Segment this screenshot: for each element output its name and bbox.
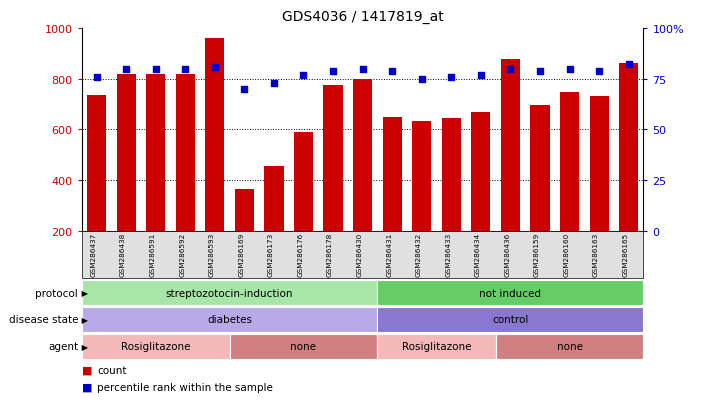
Point [268,80,279,87]
Text: GSM286163: GSM286163 [593,233,599,277]
Bar [530,106,550,282]
Text: ▶: ▶ [79,315,88,324]
Bar [560,93,579,282]
Text: none: none [557,342,582,351]
Text: disease state: disease state [9,315,78,325]
Point [387,68,398,75]
Point [239,86,250,93]
Bar [324,86,343,282]
Point [416,76,427,83]
Bar [412,122,432,282]
Bar [501,60,520,282]
Text: GSM286431: GSM286431 [386,233,392,277]
Bar [235,190,254,282]
Text: GSM286592: GSM286592 [179,233,186,277]
Text: GSM286437: GSM286437 [90,233,97,277]
Text: streptozotocin-induction: streptozotocin-induction [166,288,294,298]
Bar [146,74,165,282]
Text: ■: ■ [82,382,92,392]
Bar [353,79,373,282]
Text: GSM286176: GSM286176 [297,233,304,277]
Text: Rosiglitazone: Rosiglitazone [121,342,191,351]
Point [298,72,309,79]
Text: GSM286432: GSM286432 [416,233,422,277]
Point [357,66,368,73]
Point [475,72,486,79]
Text: GSM286591: GSM286591 [150,233,156,277]
Text: none: none [291,342,316,351]
Text: protocol: protocol [36,288,78,298]
Point [120,66,132,73]
Point [180,66,191,73]
Text: GSM286593: GSM286593 [209,233,215,277]
Point [534,68,545,75]
Bar [589,97,609,282]
Text: Rosiglitazone: Rosiglitazone [402,342,471,351]
Bar [264,167,284,282]
Text: GDS4036 / 1417819_at: GDS4036 / 1417819_at [282,10,444,24]
Bar [442,119,461,282]
Text: not induced: not induced [479,288,541,298]
Point [623,62,634,69]
Point [91,74,102,81]
Bar [117,74,136,282]
Point [505,66,516,73]
Bar [619,64,638,282]
Bar [87,96,106,282]
Text: ▶: ▶ [79,342,88,351]
Text: GSM286165: GSM286165 [623,233,629,277]
Text: ■: ■ [82,365,92,375]
Point [594,68,605,75]
Point [327,68,338,75]
Bar [294,133,313,282]
Text: GSM286159: GSM286159 [534,233,540,277]
Text: count: count [97,365,127,375]
Text: GSM286436: GSM286436 [504,233,510,277]
Text: GSM286160: GSM286160 [564,233,570,277]
Bar [471,113,491,282]
Point [564,66,575,73]
Text: GSM286169: GSM286169 [238,233,245,277]
Text: GSM286434: GSM286434 [475,233,481,277]
Text: percentile rank within the sample: percentile rank within the sample [97,382,273,392]
Point [446,74,457,81]
Text: control: control [492,315,528,325]
Point [150,66,161,73]
Text: GSM286178: GSM286178 [327,233,333,277]
Point [209,64,220,71]
Text: GSM286433: GSM286433 [445,233,451,277]
Text: GSM286438: GSM286438 [120,233,126,277]
Text: ▶: ▶ [79,288,88,297]
Bar [383,118,402,282]
Text: GSM286430: GSM286430 [357,233,363,277]
Text: agent: agent [48,342,78,351]
Bar [205,39,225,282]
Bar [176,74,195,282]
Text: GSM286173: GSM286173 [268,233,274,277]
Text: diabetes: diabetes [207,315,252,325]
